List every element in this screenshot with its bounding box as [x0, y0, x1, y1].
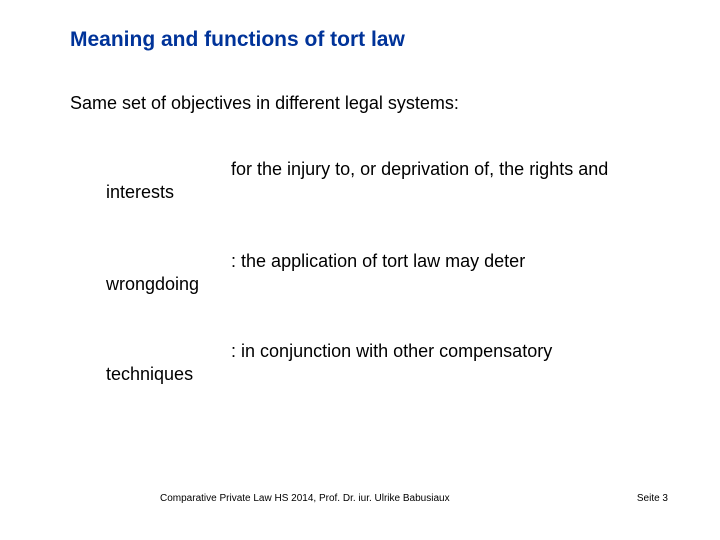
footer-left: Comparative Private Law HS 2014, Prof. D…	[160, 493, 450, 504]
block2-line1: : the application of tort law may deter	[231, 251, 525, 271]
block1-line1: for the injury to, or deprivation of, th…	[231, 159, 608, 179]
slide: Meaning and functions of tort law Same s…	[0, 0, 720, 540]
block3-line1: : in conjunction with other compensatory	[231, 341, 552, 361]
block1-line2: interests	[106, 182, 174, 202]
slide-subtitle: Same set of objectives in different lega…	[70, 93, 459, 114]
slide-title: Meaning and functions of tort law	[70, 28, 405, 52]
body-block-3: : in conjunction with other compensatory…	[106, 340, 666, 387]
body-block-2: : the application of tort law may deter …	[106, 250, 666, 297]
footer-right: Seite 3	[637, 493, 668, 504]
block3-line2: techniques	[106, 364, 193, 384]
block2-line2: wrongdoing	[106, 274, 199, 294]
body-block-1: for the injury to, or deprivation of, th…	[106, 158, 666, 205]
